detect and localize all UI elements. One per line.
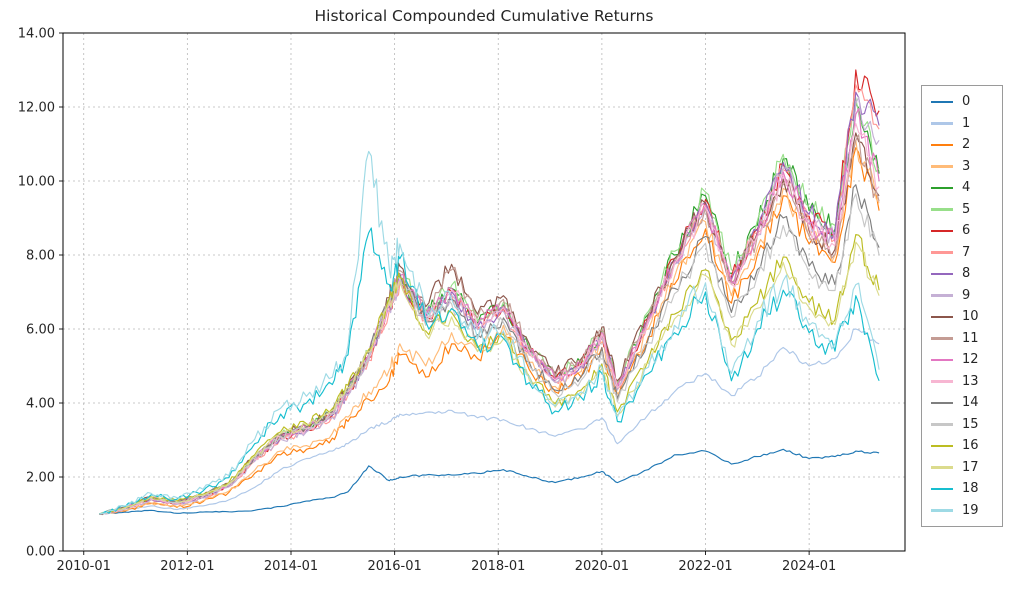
legend-label: 1 (962, 115, 971, 131)
legend-item-14: 14 (931, 392, 994, 414)
legend-line-swatch (931, 229, 953, 232)
series-line-9 (99, 96, 880, 515)
legend-item-9: 9 (931, 285, 994, 307)
legend-label: 15 (962, 416, 979, 432)
x-tick-label: 2016-01 (367, 559, 421, 574)
legend-label: 6 (962, 223, 971, 239)
legend-line-swatch (931, 272, 953, 275)
legend-label: 12 (962, 352, 979, 368)
legend-line-swatch (931, 509, 953, 512)
legend-item-8: 8 (931, 263, 994, 285)
legend-line-swatch (931, 165, 953, 168)
legend-label: 7 (962, 244, 971, 260)
y-tick-label: 0.00 (26, 545, 55, 560)
series-line-0 (99, 448, 880, 515)
legend-item-1: 1 (931, 113, 994, 135)
x-tick-label: 2010-01 (57, 559, 111, 574)
legend-line-swatch (931, 444, 953, 447)
series-line-13 (99, 123, 880, 515)
legend-line-swatch (931, 294, 953, 297)
legend-line-swatch (931, 143, 953, 146)
plot-border (62, 32, 906, 552)
legend-label: 18 (962, 481, 979, 497)
series-line-17 (99, 241, 880, 515)
legend-line-swatch (931, 337, 953, 340)
x-tick-label: 2020-01 (575, 559, 629, 574)
legend-item-15: 15 (931, 414, 994, 436)
y-tick-label: 4.00 (26, 397, 55, 412)
legend-label: 4 (962, 180, 971, 196)
legend-line-swatch (931, 358, 953, 361)
series-line-11 (99, 134, 880, 515)
legend-line-swatch (931, 186, 953, 189)
y-tick-label: 12.00 (18, 101, 55, 116)
legend-item-11: 11 (931, 328, 994, 350)
legend-line-swatch (931, 423, 953, 426)
legend-item-6: 6 (931, 220, 994, 242)
legend-item-0: 0 (931, 91, 994, 113)
x-tick-label: 2022-01 (678, 559, 732, 574)
y-tick-label: 6.00 (26, 323, 55, 338)
legend-item-2: 2 (931, 134, 994, 156)
legend-label: 9 (962, 287, 971, 303)
legend-line-swatch (931, 208, 953, 211)
legend-label: 16 (962, 438, 979, 454)
legend-item-5: 5 (931, 199, 994, 221)
series-line-14 (99, 184, 880, 515)
y-tick-label: 14.00 (18, 27, 55, 42)
legend-item-18: 18 (931, 478, 994, 500)
legend-item-7: 7 (931, 242, 994, 264)
legend-item-17: 17 (931, 457, 994, 479)
chart-title: Historical Compounded Cumulative Returns (314, 7, 654, 25)
legend-line-swatch (931, 466, 953, 469)
legend-label: 13 (962, 373, 979, 389)
legend-item-10: 10 (931, 306, 994, 328)
x-tick-label: 2012-01 (160, 559, 214, 574)
legend-item-13: 13 (931, 371, 994, 393)
y-tick-label: 8.00 (26, 249, 55, 264)
legend-line-swatch (931, 100, 953, 103)
series-line-6 (99, 69, 880, 515)
x-tick-label: 2018-01 (471, 559, 525, 574)
legend-line-swatch (931, 251, 953, 254)
x-tick-label: 2024-01 (782, 559, 836, 574)
legend-label: 8 (962, 266, 971, 282)
y-tick-label: 10.00 (18, 175, 55, 190)
series-line-16 (99, 234, 880, 515)
legend-item-12: 12 (931, 349, 994, 371)
legend-label: 3 (962, 158, 971, 174)
series-line-5 (99, 97, 880, 515)
legend-item-4: 4 (931, 177, 994, 199)
legend-label: 19 (962, 502, 979, 518)
legend-label: 0 (962, 94, 971, 110)
legend: 0 1 2 3 4 5 6 7 8 9 10 11 12 13 14 15 16 17 18 19 (921, 85, 1003, 527)
y-tick-label: 2.00 (26, 471, 55, 486)
legend-line-swatch (931, 315, 953, 318)
series-line-19 (99, 150, 880, 515)
legend-item-19: 19 (931, 500, 994, 522)
legend-label: 11 (962, 330, 979, 346)
legend-line-swatch (931, 487, 953, 490)
legend-label: 14 (962, 395, 979, 411)
legend-item-16: 16 (931, 435, 994, 457)
legend-label: 17 (962, 459, 979, 475)
legend-line-swatch (931, 122, 953, 125)
legend-label: 10 (962, 309, 979, 325)
x-tick-label: 2014-01 (264, 559, 318, 574)
series-line-10 (99, 132, 880, 515)
legend-line-swatch (931, 401, 953, 404)
legend-label: 2 (962, 137, 971, 153)
legend-label: 5 (962, 201, 971, 217)
series-line-7 (99, 84, 880, 515)
series-line-1 (99, 328, 880, 515)
legend-line-swatch (931, 380, 953, 383)
legend-item-3: 3 (931, 156, 994, 178)
